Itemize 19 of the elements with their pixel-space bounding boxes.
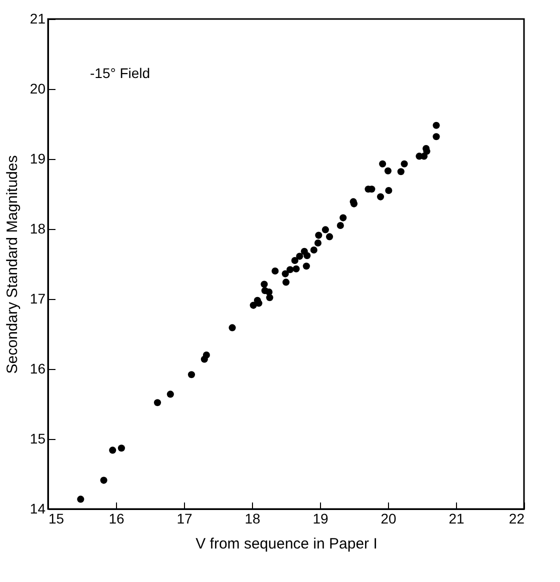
x-axis-title: V from sequence in Paper I bbox=[196, 536, 378, 552]
y-tick-label: 18 bbox=[30, 220, 46, 236]
y-tick-label: 15 bbox=[30, 430, 46, 446]
x-tick-label: 20 bbox=[380, 510, 396, 526]
x-tick-label: 19 bbox=[312, 510, 328, 526]
annotation: -15° Field bbox=[90, 65, 150, 81]
x-tick-label: 18 bbox=[244, 510, 260, 526]
y-tick-label: 21 bbox=[30, 10, 46, 26]
y-tick-label: 19 bbox=[30, 150, 46, 166]
y-axis-title: Secondary Standard Magnitudes bbox=[4, 155, 21, 374]
x-tick-label: 22 bbox=[508, 510, 525, 526]
y-tick-label: 14 bbox=[30, 500, 46, 516]
x-tick-label: 16 bbox=[108, 510, 124, 526]
x-tick-label: 17 bbox=[176, 510, 192, 526]
x-tick-label: 21 bbox=[448, 510, 464, 526]
x-tick-label: 15 bbox=[48, 510, 64, 526]
y-tick-label: 17 bbox=[30, 290, 46, 306]
y-tick-label: 16 bbox=[30, 360, 46, 376]
y-tick-label: 20 bbox=[30, 80, 46, 96]
